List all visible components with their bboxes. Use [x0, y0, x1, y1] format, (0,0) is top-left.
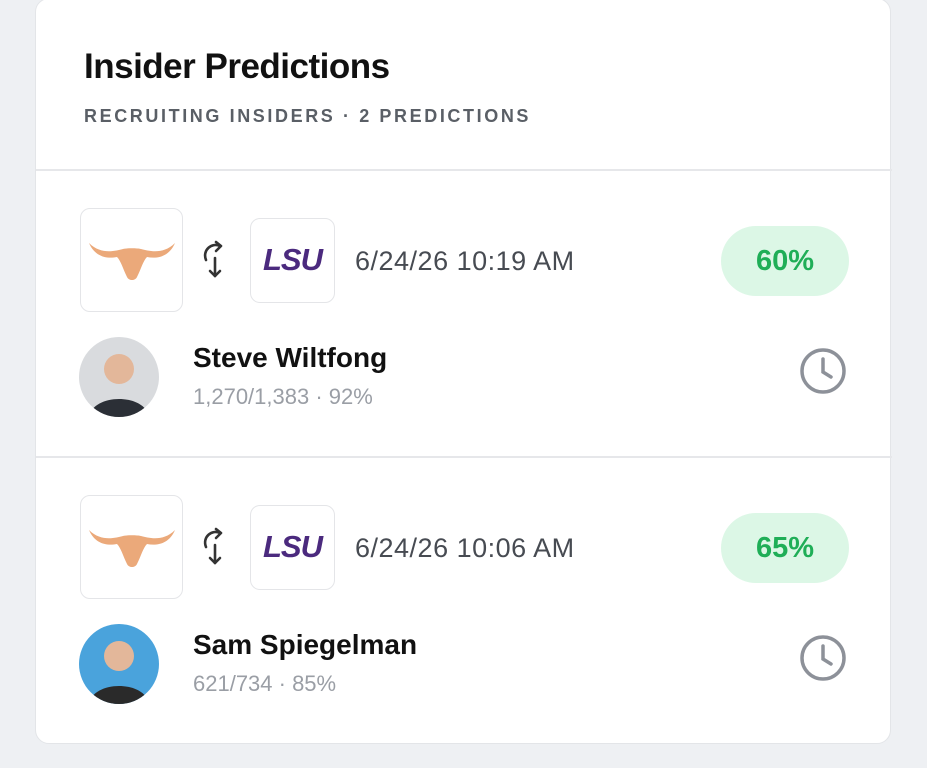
insider-name[interactable]: Steve Wiltfong [193, 342, 388, 373]
predictions-card: Insider Predictions RECRUITING INSIDERS … [35, 0, 892, 744]
longhorn-logo [88, 243, 175, 280]
insider-name[interactable]: Sam Spiegelman [193, 629, 418, 660]
insider-avatar[interactable] [79, 337, 159, 417]
insider-record: 1,270/1,383 · 92% [193, 384, 373, 409]
card-title: Insider Predictions [84, 47, 390, 86]
from-team-logo [80, 495, 183, 599]
transfer-icon-wrap [198, 238, 232, 287]
transfer-icon [203, 240, 223, 278]
divider [36, 456, 892, 458]
to-team-logo: LSU [250, 218, 335, 303]
clock-icon[interactable] [798, 633, 848, 683]
confidence-pill: 60% [721, 226, 849, 296]
card-subtitle: RECRUITING INSIDERS · 2 PREDICTIONS [84, 106, 532, 126]
clock-wrap[interactable] [798, 346, 848, 401]
clock-icon[interactable] [798, 346, 848, 396]
prediction-row[interactable]: LSU 6/24/26 10:19 AM 60% Steve Wiltfong 1,27… [36, 194, 892, 481]
insider-avatar[interactable] [79, 624, 159, 704]
prediction-time: 6/24/26 10:19 AM [355, 246, 575, 276]
clock-wrap[interactable] [798, 633, 848, 688]
divider [36, 169, 892, 171]
confidence-pill: 65% [721, 513, 849, 583]
transfer-icon [203, 527, 223, 565]
longhorn-logo [88, 530, 175, 567]
prediction-time: 6/24/26 10:06 AM [355, 533, 575, 563]
page: Insider Predictions RECRUITING INSIDERS … [35, 0, 892, 744]
insider-record: 621/734 · 85% [193, 671, 337, 696]
prediction-row[interactable]: LSU 6/24/26 10:06 AM 65% Sam Spiegelman 621/… [36, 481, 892, 768]
to-team-logo: LSU [250, 505, 335, 590]
from-team-logo [80, 208, 183, 312]
transfer-icon-wrap [198, 525, 232, 574]
